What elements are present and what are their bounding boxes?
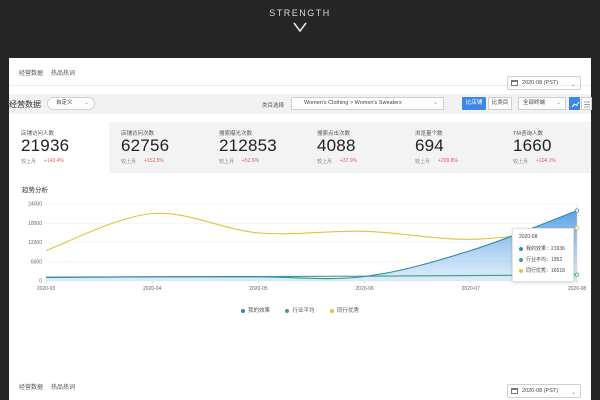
metric-compare: 较上月 — [317, 159, 333, 165]
dashboard-panel: 经营数据 热品热词 2020-08 (PST) ⌄ 经营数据 自定义 ⌄ 类目选… — [9, 58, 592, 374]
chevron-down-icon: ⌄ — [83, 100, 89, 106]
tooltip-title: 2020-08 — [519, 234, 538, 240]
x-tick-label: 2020-05 — [249, 286, 268, 292]
metric-cards: 店铺访问人数 21936 较上月 +143.4% 店铺访问次数 62756 较上… — [9, 122, 591, 173]
series-line-my-effect — [45, 210, 578, 280]
series-line-peer-excellent — [45, 212, 578, 252]
chevron-down-icon[interactable] — [292, 22, 308, 32]
breadcrumb-hot-items[interactable]: 热品热词 — [51, 385, 76, 391]
series-area-my-effect — [46, 210, 577, 281]
table-view-button[interactable] — [581, 97, 592, 110]
metric-value: 4088 — [317, 136, 356, 155]
breadcrumb-business-data[interactable]: 经营数据 — [19, 71, 44, 77]
metric-label: 店铺访问人数 — [21, 131, 55, 137]
metric-change: +104.1% — [536, 158, 556, 164]
dashboard-panel-2: 经营数据 热品热词 2020-08 (PST) ⌄ — [9, 372, 591, 400]
metric-change: +143.4% — [44, 158, 64, 164]
y-tick-label: 18000 — [28, 221, 42, 227]
compare-category-button[interactable]: 比类目 — [488, 97, 512, 110]
banner-title: STRENGTH — [269, 8, 331, 18]
metric-card[interactable]: 搜索曝光次数 212853 较上月 +52.6% — [207, 122, 305, 173]
tooltip-row: 行业平均：1952 — [519, 256, 562, 263]
category-select[interactable]: Women's Clothing > Women's Sweaters ⌄ — [291, 97, 444, 110]
metric-compare: 较上月 — [415, 159, 431, 165]
metric-card[interactable]: 浏览量个数 694 较上月 +209.8% — [403, 122, 501, 173]
terminal-select-value: 全部终端 — [523, 100, 546, 106]
top-bar: 经营数据 热品热词 2020-08 (PST) ⌄ — [9, 58, 591, 90]
metric-label: 店铺访问次数 — [121, 131, 155, 137]
x-tick-label: 2020-03 — [37, 286, 56, 292]
terminal-select[interactable]: 全部终端 ⌄ — [518, 97, 566, 110]
metric-value: 62756 — [121, 136, 170, 155]
metric-label: TM咨询人数 — [513, 131, 543, 137]
metric-card[interactable]: 店铺访问次数 62756 较上月 +152.5% — [109, 122, 207, 173]
metric-change: +152.5% — [144, 158, 164, 164]
date-select-value: 2020-08 (PST) — [522, 388, 559, 394]
chart-view-button[interactable] — [569, 97, 580, 110]
x-tick-label: 2020-08 — [568, 286, 587, 292]
date-select[interactable]: 2020-08 (PST) ⌄ — [507, 76, 581, 90]
y-tick-label: 24000 — [28, 202, 42, 208]
metric-change: +37.9% — [340, 158, 358, 164]
legend-item[interactable]: 我的效果 — [240, 306, 270, 314]
y-tick-label: 12000 — [28, 240, 42, 246]
chevron-down-icon: ⌄ — [570, 390, 576, 396]
metric-value: 212853 — [219, 136, 277, 155]
tooltip-row: 我的效果：21936 — [519, 245, 565, 252]
table-icon — [584, 101, 590, 108]
breadcrumb-business-data[interactable]: 经营数据 — [19, 385, 44, 391]
metric-compare: 较上月 — [513, 159, 529, 165]
metric-card[interactable]: 店铺访问人数 21936 较上月 +143.4% — [9, 122, 107, 173]
metric-compare: 较上月 — [219, 159, 235, 165]
metric-change: +209.8% — [438, 158, 458, 164]
chart-title: 趋势分析 — [22, 187, 48, 194]
line-chart-icon — [571, 101, 580, 108]
metric-value: 21936 — [21, 136, 70, 155]
period-select[interactable]: 自定义 ⌄ — [47, 97, 95, 110]
breadcrumb-hot-items[interactable]: 热品热词 — [51, 71, 76, 77]
metric-compare: 较上月 — [121, 159, 137, 165]
metric-compare: 较上月 — [21, 159, 37, 165]
section-title: 经营数据 — [9, 100, 41, 109]
legend-item[interactable]: 同行优秀 — [330, 306, 359, 314]
category-label: 类目选择 — [262, 103, 285, 109]
chevron-down-icon: ⌄ — [432, 100, 438, 106]
metric-label: 搜索点击次数 — [317, 131, 351, 137]
x-tick-label: 2020-07 — [462, 286, 481, 292]
filter-bar: 经营数据 自定义 ⌄ 类目选择 Women's Clothing > Women… — [9, 94, 592, 114]
period-select-value: 自定义 — [56, 100, 73, 106]
compare-store-button[interactable]: 比店铺 — [462, 97, 486, 110]
chart-legend: 我的效果 行业平均 同行优秀 — [9, 306, 591, 314]
legend-item[interactable]: 行业平均 — [285, 306, 315, 314]
calendar-icon — [511, 388, 518, 394]
metric-value: 694 — [415, 136, 444, 155]
y-tick-label: 0 — [39, 279, 42, 285]
y-tick-label: 6000 — [31, 259, 42, 265]
x-tick-label: 2020-04 — [143, 286, 162, 292]
chevron-down-icon: ⌄ — [555, 100, 561, 106]
x-tick-label: 2020-06 — [355, 286, 374, 292]
tooltip-row: 同行优秀：16518 — [519, 267, 565, 274]
date-select[interactable]: 2020-08 (PST) ⌄ — [507, 384, 581, 398]
category-select-value: Women's Clothing > Women's Sweaters — [304, 100, 402, 106]
metric-label: 浏览量个数 — [415, 131, 443, 137]
metric-label: 搜索曝光次数 — [219, 131, 253, 137]
metric-change: +52.6% — [242, 158, 260, 164]
metric-card[interactable]: 搜索点击次数 4088 较上月 +37.9% — [305, 122, 403, 173]
chevron-down-icon: ⌄ — [570, 82, 576, 88]
trend-chart[interactable]: 0 6000 12000 18000 24000 2020-03 2020-04 2020-0… — [9, 196, 591, 304]
date-select-value: 2020-08 (PST) — [522, 80, 559, 86]
metric-card[interactable]: TM咨询人数 1660 较上月 +104.1% — [501, 122, 591, 173]
banner: STRENGTH — [0, 0, 600, 56]
metric-value: 1660 — [513, 136, 552, 155]
chart-tooltip: 2020-08 我的效果：21936 行业平均：1952 同行优秀：16518 — [512, 228, 574, 282]
calendar-icon — [511, 80, 518, 86]
